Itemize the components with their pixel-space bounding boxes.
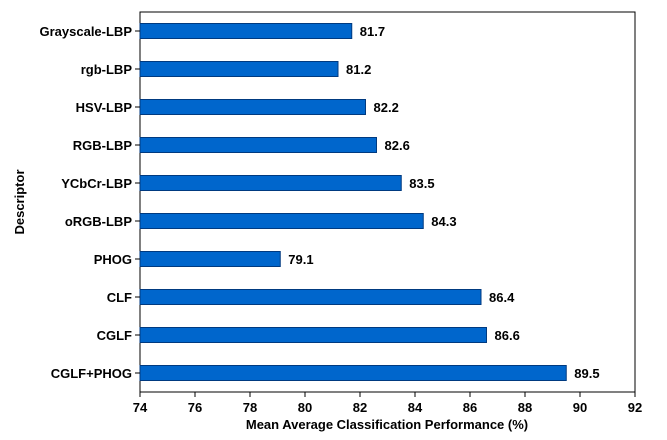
bar xyxy=(139,61,339,77)
x-tick-label: 76 xyxy=(188,400,202,415)
x-tick-label: 74 xyxy=(133,400,148,415)
x-tick-label: 84 xyxy=(408,400,423,415)
category-label: oRGB-LBP xyxy=(65,214,132,229)
bar-value-label: 86.6 xyxy=(495,328,520,343)
x-tick-label: 86 xyxy=(463,400,477,415)
category-label: YCbCr-LBP xyxy=(61,176,132,191)
x-tick-label: 90 xyxy=(573,400,587,415)
category-label: RGB-LBP xyxy=(73,138,133,153)
plot-frame xyxy=(139,11,636,393)
category-label: CLF xyxy=(107,290,132,305)
bar xyxy=(139,365,567,381)
x-axis-title: Mean Average Classification Performance … xyxy=(246,417,528,432)
bar-value-label: 82.6 xyxy=(385,138,410,153)
bar xyxy=(139,99,366,115)
x-tick-label: 80 xyxy=(298,400,312,415)
bar-value-label: 81.7 xyxy=(360,24,385,39)
bar-value-label: 79.1 xyxy=(288,252,313,267)
x-tick-label: 92 xyxy=(628,400,642,415)
category-label: PHOG xyxy=(94,252,132,267)
bar xyxy=(139,175,402,191)
x-tick-label: 78 xyxy=(243,400,257,415)
bar-value-label: 86.4 xyxy=(489,290,515,305)
bar xyxy=(139,289,482,305)
bar-value-label: 84.3 xyxy=(431,214,456,229)
bar-value-label: 81.2 xyxy=(346,62,371,77)
x-tick-label: 82 xyxy=(353,400,367,415)
x-tick-label: 88 xyxy=(518,400,532,415)
y-axis-title: Descriptor xyxy=(12,169,27,234)
category-label: rgb-LBP xyxy=(81,62,133,77)
category-label: HSV-LBP xyxy=(76,100,133,115)
bar-value-label: 83.5 xyxy=(409,176,434,191)
bar xyxy=(139,251,281,267)
bar xyxy=(139,137,377,153)
bar xyxy=(139,23,353,39)
bar-value-label: 82.2 xyxy=(374,100,399,115)
bar xyxy=(139,327,487,343)
category-label: CGLF+PHOG xyxy=(51,366,132,381)
bars-layer: 81.7 81.2 82.2 82.6 83.5 84.3 79.1 86.4 86.6 89.5 xyxy=(139,23,600,381)
bar-value-label: 89.5 xyxy=(574,366,599,381)
category-label: Grayscale-LBP xyxy=(40,24,133,39)
bar xyxy=(139,213,424,229)
x-axis-ticks: 74 76 78 80 82 84 86 88 90 92 xyxy=(133,392,642,415)
category-labels: Grayscale-LBP rgb-LBP HSV-LBP RGB-LBP YCbCr-… xyxy=(40,24,140,381)
category-label: CGLF xyxy=(97,328,132,343)
